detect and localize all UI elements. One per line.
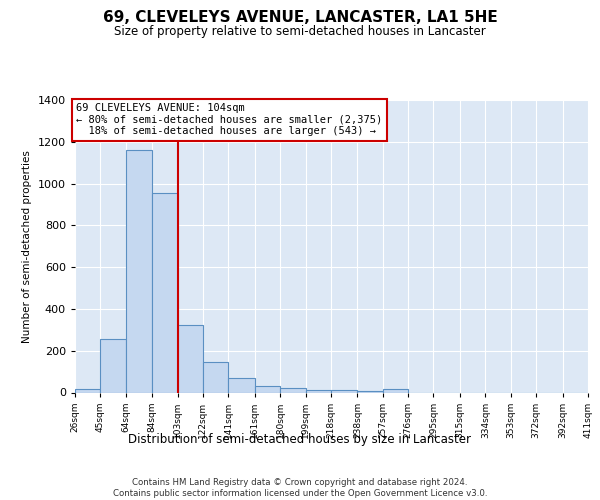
- Bar: [255, 386, 280, 392]
- Bar: [100, 339, 125, 392]
- Text: Contains HM Land Registry data © Crown copyright and database right 2024.
Contai: Contains HM Land Registry data © Crown c…: [113, 478, 487, 498]
- Bar: [331, 390, 358, 392]
- Bar: [203, 362, 228, 392]
- Bar: [228, 378, 255, 392]
- Bar: [280, 388, 305, 392]
- Text: Distribution of semi-detached houses by size in Lancaster: Distribution of semi-detached houses by …: [128, 432, 472, 446]
- Bar: [125, 150, 152, 392]
- Bar: [75, 388, 100, 392]
- Bar: [383, 390, 408, 392]
- Text: 69 CLEVELEYS AVENUE: 104sqm
← 80% of semi-detached houses are smaller (2,375)
  : 69 CLEVELEYS AVENUE: 104sqm ← 80% of sem…: [76, 103, 383, 136]
- Bar: [152, 193, 178, 392]
- Bar: [178, 324, 203, 392]
- Text: Size of property relative to semi-detached houses in Lancaster: Size of property relative to semi-detach…: [114, 25, 486, 38]
- Bar: [305, 390, 331, 392]
- Y-axis label: Number of semi-detached properties: Number of semi-detached properties: [22, 150, 32, 342]
- Text: 69, CLEVELEYS AVENUE, LANCASTER, LA1 5HE: 69, CLEVELEYS AVENUE, LANCASTER, LA1 5HE: [103, 10, 497, 25]
